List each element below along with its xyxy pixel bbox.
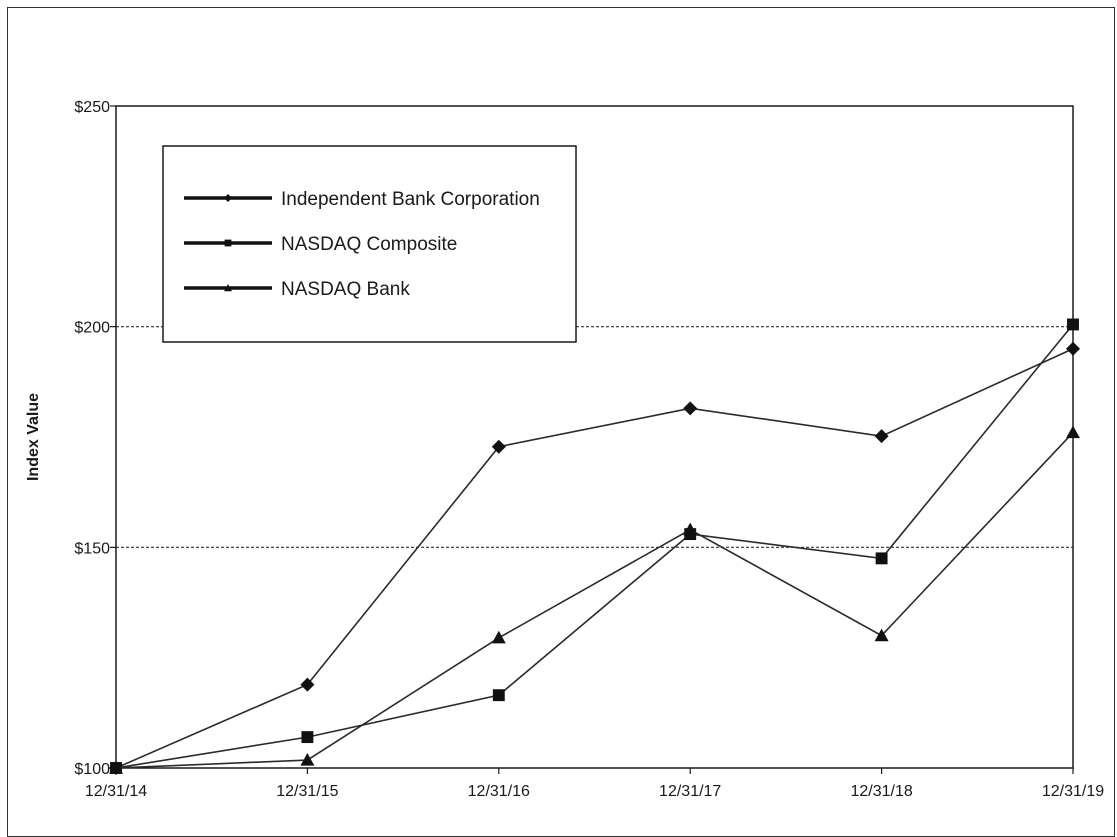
legend-label: NASDAQ Composite: [281, 234, 457, 255]
data-point: [683, 522, 698, 536]
data-point: [1066, 425, 1080, 439]
data-point: [300, 753, 315, 766]
y-tick-label: $150: [74, 540, 110, 557]
series-lines: [109, 318, 1080, 775]
series-line: [115, 323, 1074, 769]
series-line: [115, 432, 1074, 769]
x-axis-ticks: 12/31/14 12/31/15 12/31/16 12/31/17 12/31/18…: [85, 768, 1104, 800]
data-point: [874, 628, 889, 642]
data-point: [874, 429, 889, 444]
data-point: [492, 689, 505, 702]
y-tick-label: $250: [74, 99, 110, 116]
data-point: [875, 552, 888, 565]
x-tick-label: 12/31/15: [276, 783, 338, 800]
data-point: [109, 761, 123, 774]
data-point: [301, 731, 314, 744]
gridlines: [116, 326, 1073, 548]
y-tick-label: $200: [74, 320, 110, 337]
legend-item: Independent Bank Corporation: [184, 189, 540, 210]
data-point: [1066, 341, 1080, 356]
legend-label: Independent Bank Corporation: [281, 189, 540, 210]
x-tick-label: 12/31/19: [1042, 783, 1104, 800]
y-axis-ticks: $100 $150 $200 $250: [74, 99, 116, 778]
x-tick-label: 12/31/18: [850, 783, 912, 800]
x-tick-label: 12/31/16: [468, 783, 530, 800]
legend-marker: [224, 284, 232, 292]
legend: Independent Bank Corporation NASDAQ Compo…: [162, 145, 577, 343]
y-axis-label: Index Value: [25, 393, 42, 481]
legend-item: NASDAQ Composite: [184, 234, 457, 255]
data-point: [1067, 318, 1079, 331]
data-point: [300, 677, 315, 692]
series-0: [109, 341, 1080, 775]
series-1: [110, 318, 1079, 774]
legend-label: NASDAQ Bank: [281, 279, 410, 300]
legend-marker: [224, 194, 232, 202]
series-line: [115, 348, 1074, 769]
data-point: [491, 630, 506, 644]
legend-marker: [224, 239, 232, 247]
data-point: [683, 401, 698, 416]
legend-item: NASDAQ Bank: [184, 279, 410, 300]
data-point: [491, 439, 506, 454]
y-tick-label: $100: [74, 761, 110, 778]
x-tick-label: 12/31/17: [659, 783, 721, 800]
series-2: [109, 425, 1080, 774]
x-tick-label: 12/31/14: [85, 783, 147, 800]
